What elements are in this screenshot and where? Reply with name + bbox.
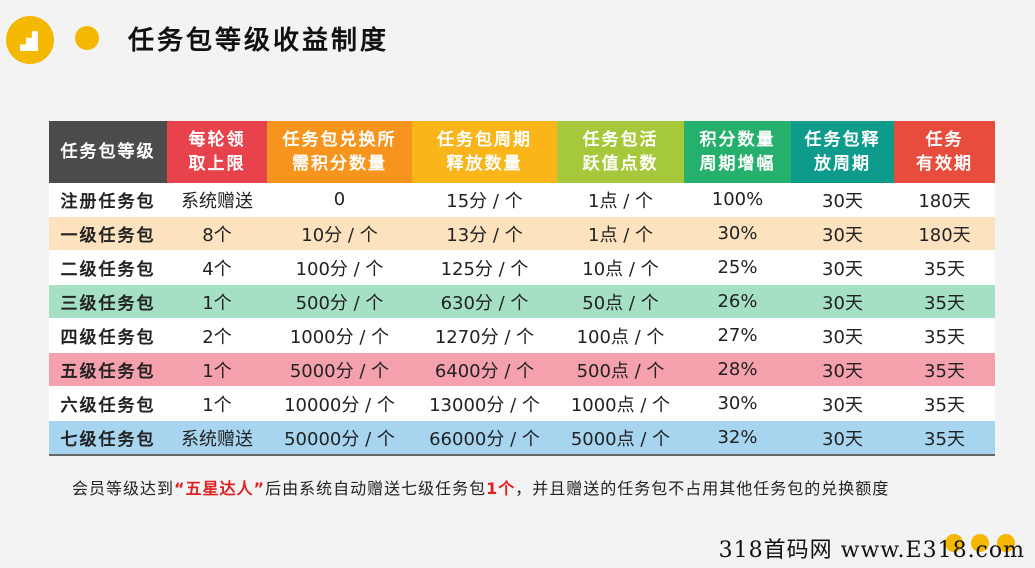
table-cell: 30天	[791, 386, 894, 421]
table-cell: 30天	[791, 420, 894, 456]
level-name-cell: 二级任务包	[49, 250, 167, 285]
table-cell: 2个	[167, 318, 267, 353]
table-cell: 1点 / 个	[557, 183, 684, 217]
table-cell: 50点 / 个	[557, 284, 684, 319]
table-cell: 30天	[791, 216, 894, 251]
table-cell: 50000分 / 个	[267, 420, 412, 456]
table-cell: 35天	[894, 386, 995, 421]
table-cell: 1个	[167, 386, 267, 421]
table-cell: 15分 / 个	[412, 183, 557, 217]
level-name-cell: 六级任务包	[49, 386, 167, 421]
table-cell: 180天	[894, 183, 995, 217]
table-cell: 100%	[684, 183, 791, 217]
column-header: 每轮领 取上限	[167, 121, 267, 183]
table-cell: 30%	[684, 216, 791, 251]
table-cell: 500点 / 个	[557, 352, 684, 387]
level-name-cell: 五级任务包	[49, 352, 167, 387]
table-row: 七级任务包 系统赠送 50000分 / 个 66000分 / 个 5000点 / 个 32…	[49, 420, 995, 456]
column-header: 任务包活 跃值点数	[557, 121, 684, 183]
table-cell: 1270分 / 个	[412, 318, 557, 353]
table-cell: 100分 / 个	[267, 250, 412, 285]
table-cell: 26%	[684, 284, 791, 319]
table-cell: 32%	[684, 420, 791, 456]
column-header: 积分数量 周期增幅	[684, 121, 791, 183]
table-cell: 630分 / 个	[412, 284, 557, 319]
column-header: 任务包释 放周期	[791, 121, 894, 183]
table-row: 四级任务包 2个 1000分 / 个 1270分 / 个 100点 / 个 27% 30天 3…	[49, 318, 995, 353]
table-cell: 30%	[684, 386, 791, 421]
table-cell: 27%	[684, 318, 791, 353]
table-cell: 30天	[791, 318, 894, 353]
table-cell: 6400分 / 个	[412, 352, 557, 387]
table-cell: 10000分 / 个	[267, 386, 412, 421]
level-name-cell: 四级任务包	[49, 318, 167, 353]
column-header: 任务包周期 释放数量	[412, 121, 557, 183]
watermark: 318首码网 www.E318.com	[718, 538, 1025, 563]
table-cell: 180天	[894, 216, 995, 251]
table-cell: 13000分 / 个	[412, 386, 557, 421]
note-text: 会员等级达到“五星达人”后由系统自动赠送七级任务包1个，并且赠送的任务包不占用其…	[72, 479, 890, 498]
table-cell: 1点 / 个	[557, 216, 684, 251]
level-table: 任务包等级 每轮领 取上限 任务包兑换所 需积分数量 任务包周期 释放数量 任务包活 跃值点数积…	[49, 121, 995, 456]
table-cell: 1个	[167, 284, 267, 319]
table-cell: 35天	[894, 250, 995, 285]
table-cell: 0	[267, 183, 412, 217]
table-cell: 5000点 / 个	[557, 420, 684, 456]
table-cell: 10点 / 个	[557, 250, 684, 285]
level-name-cell: 七级任务包	[49, 420, 167, 456]
table-cell: 100点 / 个	[557, 318, 684, 353]
table-cell: 8个	[167, 216, 267, 251]
table-row: 六级任务包 1个 10000分 / 个 13000分 / 个 1000点 / 个 30% 3…	[49, 386, 995, 421]
dot-icon	[75, 26, 99, 50]
table-cell: 25%	[684, 250, 791, 285]
table-cell: 28%	[684, 352, 791, 387]
table-cell: 35天	[894, 420, 995, 456]
column-header: 任务包兑换所 需积分数量	[267, 121, 412, 183]
table-row: 二级任务包 4个 100分 / 个 125分 / 个 10点 / 个 25% 30天 35天	[49, 250, 995, 285]
table-cell: 66000分 / 个	[412, 420, 557, 456]
table-cell: 35天	[894, 318, 995, 353]
table-cell: 500分 / 个	[267, 284, 412, 319]
table-cell: 125分 / 个	[412, 250, 557, 285]
table-cell: 30天	[791, 183, 894, 217]
column-header: 任务 有效期	[894, 121, 995, 183]
table-cell: 1个	[167, 352, 267, 387]
table-cell: 1000分 / 个	[267, 318, 412, 353]
page-title: 任务包等级收益制度	[128, 26, 390, 56]
table-cell: 13分 / 个	[412, 216, 557, 251]
table-cell: 4个	[167, 250, 267, 285]
table-cell: 30天	[791, 352, 894, 387]
table-row: 注册任务包 系统赠送 0 15分 / 个 1点 / 个 100% 30天 180天	[49, 183, 995, 217]
table-row: 五级任务包 1个 5000分 / 个 6400分 / 个 500点 / 个 28% 30天 3…	[49, 352, 995, 387]
table-cell: 35天	[894, 284, 995, 319]
level-name-cell: 一级任务包	[49, 216, 167, 251]
logo	[6, 16, 64, 64]
table-cell: 系统赠送	[167, 183, 267, 217]
stairs-icon	[6, 16, 54, 64]
table-cell: 系统赠送	[167, 420, 267, 456]
table-cell: 30天	[791, 250, 894, 285]
table-cell: 30天	[791, 284, 894, 319]
level-name-cell: 注册任务包	[49, 183, 167, 217]
table-row: 一级任务包 8个 10分 / 个 13分 / 个 1点 / 个 30% 30天 180天	[49, 216, 995, 251]
table-cell: 10分 / 个	[267, 216, 412, 251]
table-row: 三级任务包 1个 500分 / 个 630分 / 个 50点 / 个 26% 30天 35天	[49, 284, 995, 319]
table-cell: 1000点 / 个	[557, 386, 684, 421]
level-name-cell: 三级任务包	[49, 284, 167, 319]
table-cell: 5000分 / 个	[267, 352, 412, 387]
watermark-dots	[937, 534, 1015, 556]
table-cell: 35天	[894, 352, 995, 387]
column-header: 任务包等级	[49, 121, 167, 183]
